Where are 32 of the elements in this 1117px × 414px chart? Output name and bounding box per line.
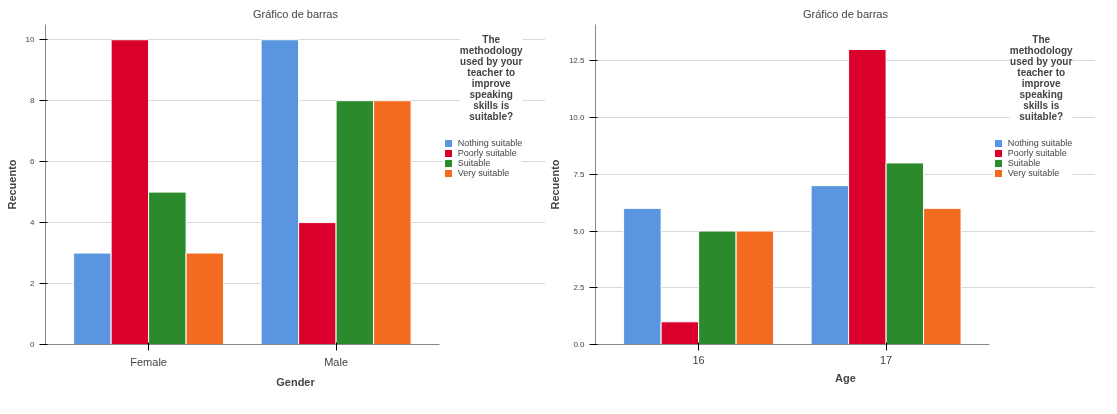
legend-label: Nothing suitable [1007,137,1073,148]
x-tick-label: 16 [692,353,705,366]
legend-label: Poorly suitable [457,147,517,158]
x-tick-label: Male [324,355,349,368]
y-tick-label: 6 [30,157,36,167]
legend-label: Very suitable [1007,167,1060,178]
y-tick-label: 4 [30,218,36,228]
y-tick-label: 5.0 [573,226,586,236]
y-axis-title: Recuento [548,159,561,210]
legend-label: Very suitable [457,167,510,178]
legend-label: Suitable [457,157,491,168]
y-tick-label: 7.5 [573,169,586,179]
y-tick-label: 12.5 [568,56,586,66]
y-tick-label: 2 [30,279,36,289]
chart-title: Gráfico de barras [253,7,339,20]
y-tick-label: 10.0 [568,113,586,123]
y-tick-label: 0.0 [573,340,586,349]
y-tick-label: 8 [30,96,36,106]
y-axis-title: Recuento [5,159,18,210]
x-axis-title: Gender [276,375,316,388]
y-tick-label: 2.5 [573,283,586,293]
x-tick-label: Female [130,355,167,368]
legend-title: The methodology used by your teacher to improve speaking skills is suitable? [1009,34,1074,123]
x-tick-label: 17 [879,353,893,366]
legend-label: Suitable [1007,157,1041,168]
y-tick-label: 0 [30,340,36,349]
chart-title: Gráfico de barras [803,7,889,20]
legend-title: The methodology used by your teacher to improve speaking skills is suitable? [459,34,524,123]
legend-label: Poorly suitable [1007,147,1067,158]
y-tick-label: 10 [25,35,36,45]
x-axis-title: Age [835,371,856,384]
legend-label: Nothing suitable [457,137,523,148]
